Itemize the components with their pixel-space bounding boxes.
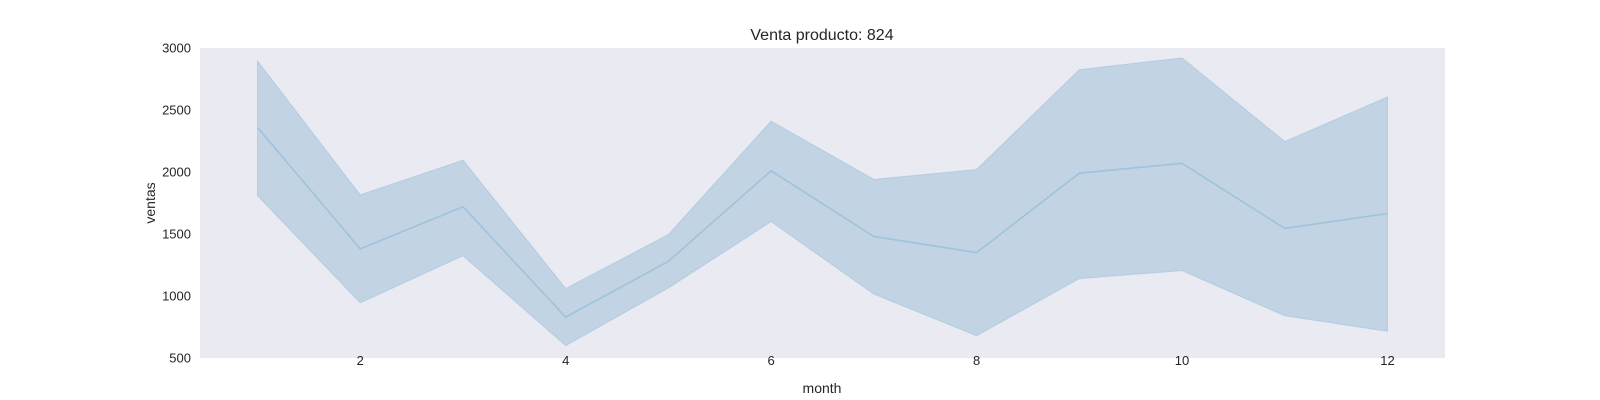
x-tick-label: 8: [973, 353, 980, 368]
confidence-band-layer: [257, 57, 1388, 347]
y-tick-label: 3000: [162, 41, 191, 56]
data-point: [1387, 213, 1389, 215]
data-point: [1078, 172, 1080, 174]
x-tick-labels: 2 4 6 8 10 12: [357, 353, 1395, 368]
y-axis-title: ventas: [142, 182, 158, 223]
x-tick-label: 4: [562, 353, 569, 368]
data-point: [1284, 227, 1286, 229]
x-tick-label: 2: [357, 353, 364, 368]
y-tick-label: 1000: [162, 289, 191, 304]
x-tick-label: 6: [767, 353, 774, 368]
x-axis-title: month: [803, 380, 842, 396]
y-tick-label: 1500: [162, 227, 191, 242]
data-point: [667, 260, 669, 262]
y-tick-labels: 500 1000 1500 2000 2500 3000: [162, 41, 191, 366]
chart-title: Venta producto: 824: [750, 27, 893, 44]
data-point: [770, 170, 772, 172]
data-point: [1181, 162, 1183, 164]
data-point: [462, 206, 464, 208]
x-tick-label: 10: [1175, 353, 1189, 368]
y-tick-label: 2000: [162, 165, 191, 180]
data-point: [359, 248, 361, 250]
series-line: [256, 126, 1388, 319]
data-point: [873, 236, 875, 238]
data-point: [257, 126, 259, 128]
data-point: [976, 252, 978, 254]
series-line-layer: [256, 126, 1389, 319]
y-tick-label: 2500: [162, 103, 191, 118]
x-tick-label: 12: [1380, 353, 1394, 368]
y-tick-label: 500: [169, 351, 191, 366]
data-point: [565, 316, 567, 318]
confidence-band: [257, 57, 1388, 347]
